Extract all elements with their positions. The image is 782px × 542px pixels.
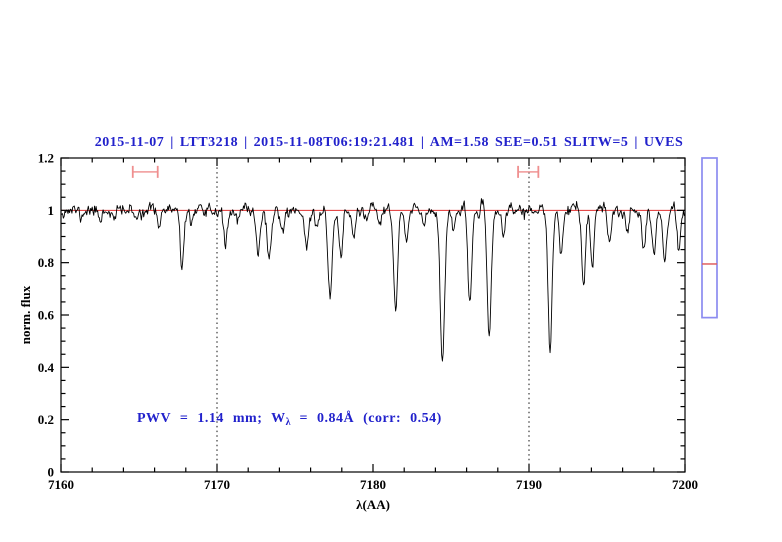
y-tick-label: 0.4 (38, 360, 55, 375)
x-tick-label: 7190 (516, 477, 542, 492)
y-tick-label: 0.8 (38, 255, 55, 270)
pwv-annotation: PWV = 1.14 mm; Wλ = 0.84Å (corr: 0.54) (137, 411, 442, 428)
x-axis-label: λ(AA) (356, 497, 390, 512)
annotation-suffix: = 0.84Å (corr: 0.54) (290, 411, 442, 426)
x-tick-label: 7200 (672, 477, 698, 492)
x-tick-label: 7170 (204, 477, 230, 492)
y-tick-label: 0 (48, 465, 55, 480)
x-tick-label: 7180 (360, 477, 386, 492)
annotation-prefix: PWV = 1.14 mm; W (137, 411, 286, 426)
spectrum-line (60, 198, 686, 362)
y-axis-label: norm. flux (18, 285, 33, 345)
y-tick-label: 1.2 (38, 151, 54, 166)
y-tick-label: 0.6 (38, 308, 55, 323)
side-gauge (701, 157, 718, 319)
annotation-lambda-subscript: λ (285, 417, 291, 428)
y-tick-label: 1 (48, 203, 55, 218)
x-tick-label: 7160 (48, 477, 74, 492)
y-tick-label: 0.2 (38, 412, 54, 427)
plot-title: 2015-11-07 | LTT3218 | 2015-11-08T06:19:… (94, 135, 684, 150)
